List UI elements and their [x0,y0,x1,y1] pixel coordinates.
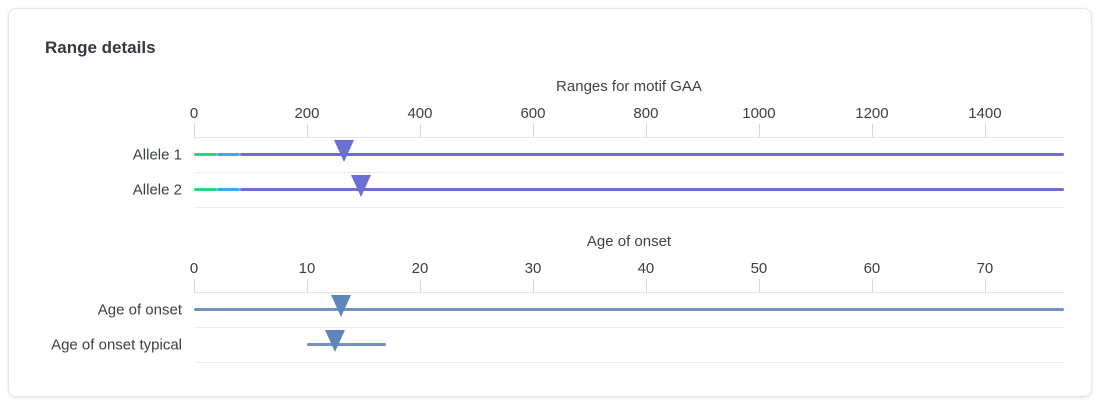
x-axis-tick [984,279,986,292]
row-label: Allele 2 [132,181,182,199]
x-axis-tick [306,124,308,137]
chart-row: Age of onset [98,293,1064,328]
x-axis-tick-label: 400 [407,105,433,122]
row-label: Age of onset typical [51,336,182,354]
chart-title: Age of onset [586,233,672,250]
range-details-card: Range details Ranges for motif GAA 0 200 4… [8,8,1092,397]
x-axis-tick [419,124,421,137]
chart-age-of-onset: Age of onset 0 10 20 30 40 50 60 70 Age of onse… [45,232,1091,363]
x-axis: 0 10 20 30 40 50 60 70 [190,260,1064,293]
x-axis-tick-label: 800 [633,105,659,122]
chart-row: Age of onset typical [51,328,1064,363]
x-axis: 0 200 400 600 800 1000 1200 1400 [190,105,1064,138]
intermediate-range-segment [216,153,241,156]
value-marker-triangle[interactable] [330,295,351,317]
chart-row: Allele 1 [133,138,1064,173]
chart-row: Allele 2 [133,173,1064,208]
x-axis-tick [532,124,534,137]
chart-rows: Allele 1 Allele 2 [133,138,1064,208]
chart-ranges-for-motif: Ranges for motif GAA 0 200 400 600 800 1000 12… [45,77,1091,208]
x-axis-tick [758,279,760,292]
x-axis-tick-label: 1400 [968,105,1002,122]
x-axis-tick-label: 10 [298,260,316,277]
intermediate-range-segment [216,188,241,191]
x-axis-tick [984,124,986,137]
age-of-onset-typical-range-segment [306,343,387,346]
x-axis-tick-label: 1000 [742,105,776,122]
value-marker-triangle[interactable] [350,175,371,197]
x-axis-tick-label: 40 [637,260,655,277]
x-axis-tick [871,124,873,137]
x-axis-tick [532,279,534,292]
row-label: Allele 1 [132,146,182,164]
age-of-onset-range-segment [194,308,1064,311]
pathogenic-range-segment [240,188,1064,191]
x-axis-tick [645,124,647,137]
x-axis-tick-label: 60 [863,260,881,277]
x-axis-tick [871,279,873,292]
x-axis-tick [758,124,760,137]
x-axis-tick-label: 20 [411,260,429,277]
x-axis-tick [645,279,647,292]
x-axis-tick-label: 600 [520,105,546,122]
value-marker-triangle[interactable] [325,330,346,352]
x-axis-tick-label: 0 [189,260,199,277]
normal-range-segment [194,153,217,156]
x-axis-tick-label: 70 [976,260,994,277]
page-title: Range details [45,38,156,57]
x-axis-tick [419,279,421,292]
x-axis-tick-label: 50 [750,260,768,277]
x-axis-tick-label: 0 [189,105,199,122]
chart-title: Ranges for motif GAA [556,78,702,95]
normal-range-segment [194,188,217,191]
x-axis-tick [194,279,195,292]
x-axis-tick-label: 200 [294,105,320,122]
row-label: Age of onset [97,301,182,319]
x-axis-tick-label: 30 [524,260,542,277]
x-axis-tick [194,124,195,137]
chart-rows: Age of onset Age of onset typical [51,293,1064,363]
x-axis-tick [306,279,308,292]
x-axis-tick-label: 1200 [855,105,889,122]
pathogenic-range-segment [240,153,1064,156]
value-marker-triangle[interactable] [333,140,354,162]
